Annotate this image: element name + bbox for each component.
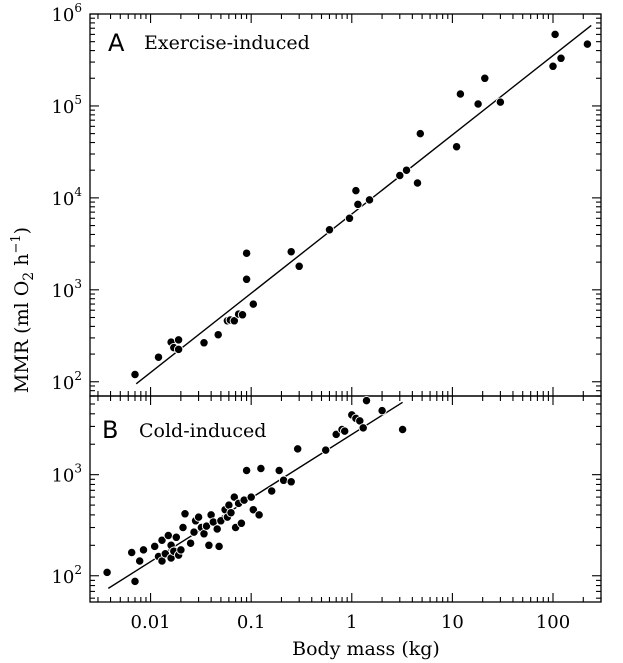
data-point [344,213,355,223]
panel-b-frame [89,395,602,603]
y-tick-label: 103 [51,462,82,487]
data-point [241,465,252,476]
data-point [213,330,223,340]
data-point [582,39,593,49]
x-tick-label: 0.01 [131,612,171,633]
data-point [150,541,160,552]
data-point [204,540,214,550]
data-point [254,510,264,520]
data-point [324,225,335,235]
x-tick-label: 1 [346,612,357,633]
data-point [189,527,199,537]
data-point [267,486,277,496]
y-tick-label: 102 [51,563,82,588]
data-point [157,535,167,545]
data-point [199,529,209,539]
data-point [180,509,190,519]
data-point [214,541,224,552]
data-point [176,545,186,555]
data-point [138,545,149,555]
data-point [401,165,412,175]
data-point [171,532,181,542]
panel-a-title: Exercise-induced [144,32,310,54]
data-point [364,195,375,205]
panel-b-title: Cold-induced [139,420,266,442]
data-point [127,547,137,558]
data-point [241,248,252,258]
data-point [278,475,289,485]
data-point [351,185,361,196]
data-point [173,335,184,345]
data-point [248,299,258,309]
data-point [340,426,350,436]
y-tick-label: 106 [51,1,82,26]
data-point [229,492,239,502]
data-point [246,492,256,502]
data-point [224,500,234,510]
panel-a-frame [89,13,602,397]
data-point [353,199,363,210]
data-point [130,369,140,380]
panel-a-letter: A [108,29,125,57]
data-point [548,61,558,71]
data-point [274,465,284,476]
data-point [248,505,258,515]
x-axis-label: Body mass (kg) [292,638,440,660]
y-axis-label: MMR (ml O2 h−1) [9,227,37,393]
data-point [212,524,222,534]
data-point [550,29,560,40]
axis-ticks: 102 103 104 105 106 102 103 0.01 0.1 1 10 100 [51,1,602,633]
data-point [556,53,566,63]
data-point [286,477,296,487]
data-point [294,261,304,271]
fit-line [135,24,592,385]
data-point [236,518,247,528]
data-point [397,424,408,435]
data-point [293,444,303,454]
data-point [455,89,466,99]
data-point [173,344,184,355]
data-point [361,395,372,406]
data-point [480,73,490,83]
data-point [495,97,506,107]
data-point [321,445,331,455]
data-point [201,521,212,531]
data-point [193,512,204,522]
data-point [377,405,387,416]
data-point [199,338,209,348]
data-point [286,247,296,257]
data-point [130,576,140,587]
y-tick-label: 104 [51,185,82,210]
data-point [358,423,368,433]
x-tick-label: 0.1 [237,612,266,633]
data-point [451,142,462,152]
data-point [102,567,112,578]
data-point [256,463,266,474]
panel-b-plot [102,395,408,589]
y-tick-label: 102 [51,369,82,394]
data-point [226,508,236,518]
data-point [412,178,423,188]
data-point [163,530,173,541]
data-point [395,170,405,181]
y-tick-label: 105 [51,93,82,118]
data-point [473,99,483,109]
data-point [241,274,252,284]
data-point [185,538,196,548]
y-tick-label: 103 [51,277,82,302]
panel-a-plot [130,24,593,385]
panel-b-letter: B [102,416,118,444]
data-point [229,316,239,326]
data-point [415,128,425,139]
data-point [178,522,188,533]
x-tick-label: 10 [441,612,464,633]
data-point [153,352,164,362]
x-tick-label: 100 [536,612,570,633]
data-point [237,310,248,320]
data-point [135,556,145,566]
